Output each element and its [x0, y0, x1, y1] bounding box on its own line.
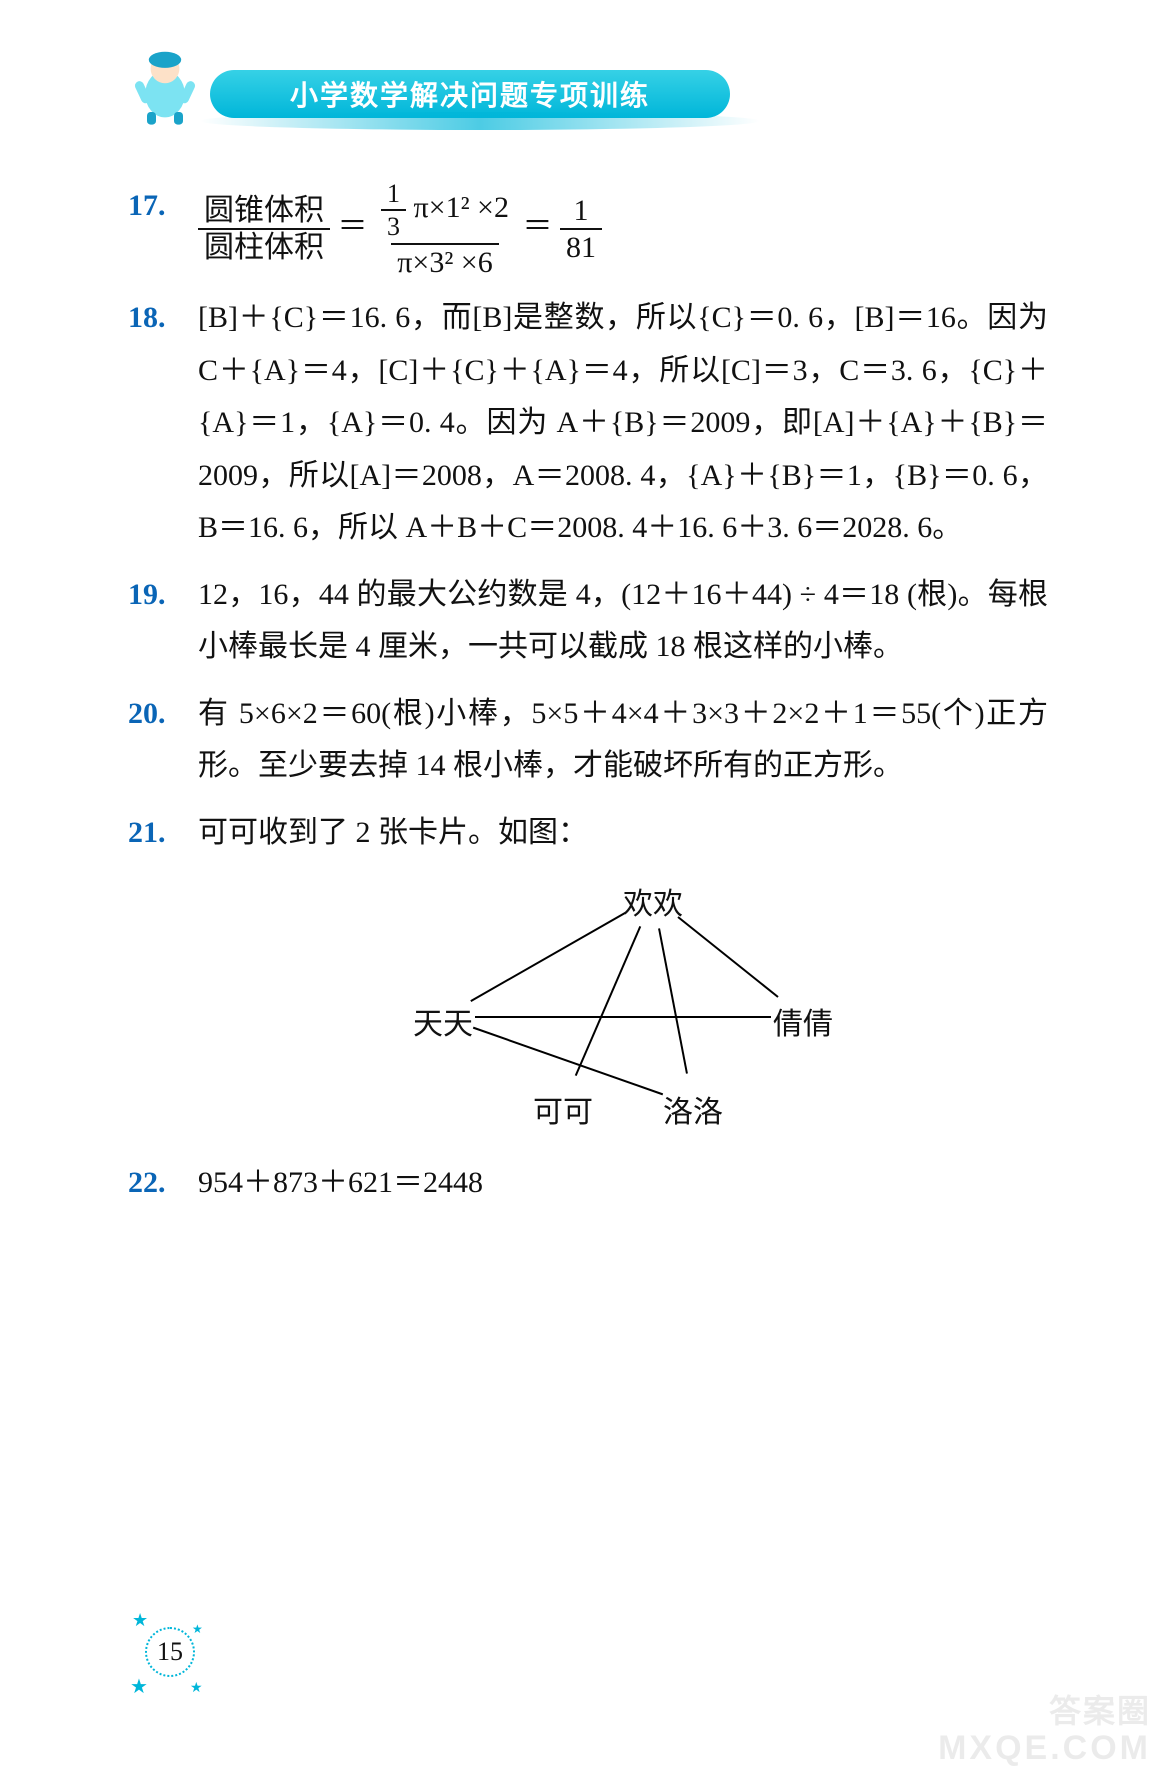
- diagram-node-tiantian: 天天: [413, 999, 473, 1052]
- watermark-en: MXQE.COM: [938, 1729, 1151, 1768]
- problem-body: 圆锥体积 圆柱体积 ＝ 1 3 π×1² ×2 π×3² ×6 ＝ 1 81: [198, 180, 1048, 278]
- problem-body: 954＋873＋621＝2448: [198, 1157, 1048, 1210]
- diagram-edge: [659, 929, 687, 1074]
- page-number: 15: [157, 1637, 183, 1667]
- star-icon: ★: [192, 1622, 203, 1637]
- banner-ribbon: 小学数学解决问题专项训练: [210, 70, 730, 118]
- lhs-fraction: 圆锥体积 圆柱体积: [198, 195, 330, 264]
- rhs-fraction: 1 81: [560, 195, 602, 264]
- content-area: 17. 圆锥体积 圆柱体积 ＝ 1 3 π×1² ×2 π×3² ×6 ＝: [128, 180, 1048, 1224]
- diagram-edge: [576, 926, 641, 1075]
- star-icon: ★: [190, 1680, 203, 1697]
- diagram-node-qianqian: 倩倩: [773, 999, 833, 1052]
- rhs-numer: 1: [567, 195, 594, 229]
- diagram-node-luoluo: 洛洛: [663, 1087, 723, 1140]
- problem-21: 21. 可可收到了 2 张卡片。如图： 欢欢天天 倩倩可可 洛洛: [128, 807, 1048, 1144]
- problem-num: 22.: [128, 1157, 198, 1210]
- page-footer: ★ ★ ★ ★ 15: [120, 1602, 220, 1702]
- banner-title: 小学数学解决问题专项训练: [290, 74, 650, 114]
- header-banner: 小学数学解决问题专项训练: [120, 50, 820, 130]
- one-third-fraction: 1 3: [381, 180, 406, 241]
- problem-17: 17. 圆锥体积 圆柱体积 ＝ 1 3 π×1² ×2 π×3² ×6 ＝: [128, 180, 1048, 278]
- star-icon: ★: [132, 1610, 148, 1631]
- one-third-den: 3: [381, 209, 406, 240]
- lhs-denom: 圆柱体积: [198, 228, 330, 264]
- mascot-icon: [120, 40, 210, 130]
- diagram-node-huanhuan: 欢欢: [623, 879, 683, 932]
- problem-body: 12，16，44 的最大公约数是 4，(12＋16＋44) ÷ 4＝18 (根)…: [198, 569, 1048, 674]
- p21-text: 可可收到了 2 张卡片。如图：: [198, 816, 588, 849]
- mid-fraction: 1 3 π×1² ×2 π×3² ×6: [375, 180, 515, 278]
- problem-num: 20.: [128, 688, 198, 793]
- diagram-edge: [473, 1028, 663, 1095]
- problem-body: 有 5×6×2＝60(根)小棒，5×5＋4×4＋3×3＋2×2＋1＝55(个)正…: [198, 688, 1048, 793]
- diagram-edge: [678, 917, 778, 997]
- equals-1: ＝: [338, 210, 376, 243]
- p21-diagram: 欢欢天天倩倩可可洛洛: [343, 869, 903, 1129]
- problem-num: 17.: [128, 180, 198, 278]
- problem-num: 18.: [128, 292, 198, 555]
- mid-numer-tail: π×1² ×2: [414, 191, 509, 224]
- mid-numer: 1 3 π×1² ×2: [375, 180, 515, 243]
- problem-19: 19. 12，16，44 的最大公约数是 4，(12＋16＋44) ÷ 4＝18…: [128, 569, 1048, 674]
- one-third-num: 1: [381, 180, 406, 209]
- problem-18: 18. [B]＋{C}＝16. 6，而[B]是整数，所以{C}＝0. 6，[B]…: [128, 292, 1048, 555]
- lhs-numer: 圆锥体积: [198, 195, 330, 229]
- diagram-edge: [471, 913, 625, 1001]
- problem-body: [B]＋{C}＝16. 6，而[B]是整数，所以{C}＝0. 6，[B]＝16。…: [198, 292, 1048, 555]
- problem-num: 21.: [128, 807, 198, 1144]
- rhs-denom: 81: [560, 228, 602, 264]
- page-number-circle: 15: [145, 1627, 195, 1677]
- problem-20: 20. 有 5×6×2＝60(根)小棒，5×5＋4×4＋3×3＋2×2＋1＝55…: [128, 688, 1048, 793]
- diagram-node-keke: 可可: [533, 1087, 593, 1140]
- problem-body: 可可收到了 2 张卡片。如图： 欢欢天天 倩倩可可 洛洛: [198, 807, 1048, 1144]
- star-icon: ★: [130, 1674, 148, 1699]
- equals-2: ＝: [522, 210, 560, 243]
- mid-denom: π×3² ×6: [391, 243, 498, 279]
- problem-22: 22. 954＋873＋621＝2448: [128, 1157, 1048, 1210]
- banner-swoosh: [200, 112, 760, 130]
- problem-num: 19.: [128, 569, 198, 674]
- watermark-cn: 答案圈: [1049, 1686, 1151, 1732]
